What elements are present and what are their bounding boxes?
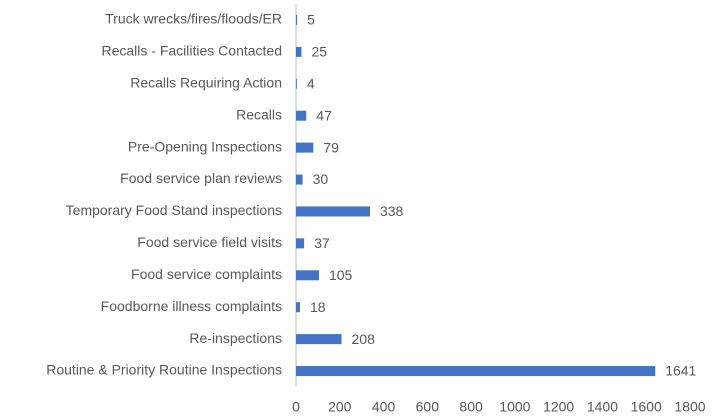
y-tick-label: Food service field visits: [137, 234, 282, 250]
bar: [296, 78, 297, 89]
y-tick-label: Food service plan reviews: [120, 170, 282, 186]
y-tick-label: Routine & Priority Routine Inspections: [46, 362, 282, 378]
bar: [296, 366, 656, 377]
y-tick-label: Food service complaints: [131, 266, 282, 282]
bar: [296, 334, 342, 345]
data-label: 105: [329, 267, 353, 283]
x-tick-label: 1800: [674, 399, 705, 415]
x-tick-label: 800: [459, 399, 483, 415]
bar: [296, 270, 319, 281]
y-tick-label: Re-inspections: [189, 330, 282, 346]
bar: [296, 14, 298, 25]
y-tick-label: Truck wrecks/fires/floods/ER: [105, 11, 282, 27]
bar: [296, 46, 302, 57]
y-tick-label: Recalls - Facilities Contacted: [101, 43, 282, 59]
data-label: 30: [313, 171, 329, 187]
bar: [296, 206, 370, 217]
x-tick-label: 0: [292, 399, 300, 415]
bar: [296, 110, 307, 121]
bar: [296, 238, 305, 249]
bar: [296, 302, 300, 313]
data-label: 18: [310, 299, 326, 315]
x-tick-label: 1600: [631, 399, 662, 415]
bar: [296, 142, 314, 153]
x-tick-label: 600: [416, 399, 440, 415]
data-label: 47: [316, 107, 332, 123]
y-tick-label: Recalls: [236, 106, 282, 122]
x-tick-label: 1200: [543, 399, 574, 415]
x-tick-label: 1000: [499, 399, 530, 415]
y-tick-label: Foodborne illness complaints: [101, 298, 282, 314]
data-label: 1641: [665, 363, 696, 379]
y-tick-label: Recalls Requiring Action: [130, 74, 282, 90]
data-label: 5: [307, 12, 315, 28]
data-label: 25: [311, 44, 327, 60]
data-label: 79: [323, 139, 339, 155]
y-tick-label: Pre-Opening Inspections: [128, 138, 282, 154]
x-tick-label: 400: [372, 399, 396, 415]
data-label: 4: [307, 75, 315, 91]
x-tick-label: 1400: [587, 399, 618, 415]
data-label: 338: [380, 203, 404, 219]
data-label: 37: [314, 235, 330, 251]
bar: [296, 174, 303, 185]
y-tick-label: Temporary Food Stand inspections: [66, 202, 282, 218]
x-tick-label: 200: [328, 399, 352, 415]
data-label: 208: [352, 331, 376, 347]
